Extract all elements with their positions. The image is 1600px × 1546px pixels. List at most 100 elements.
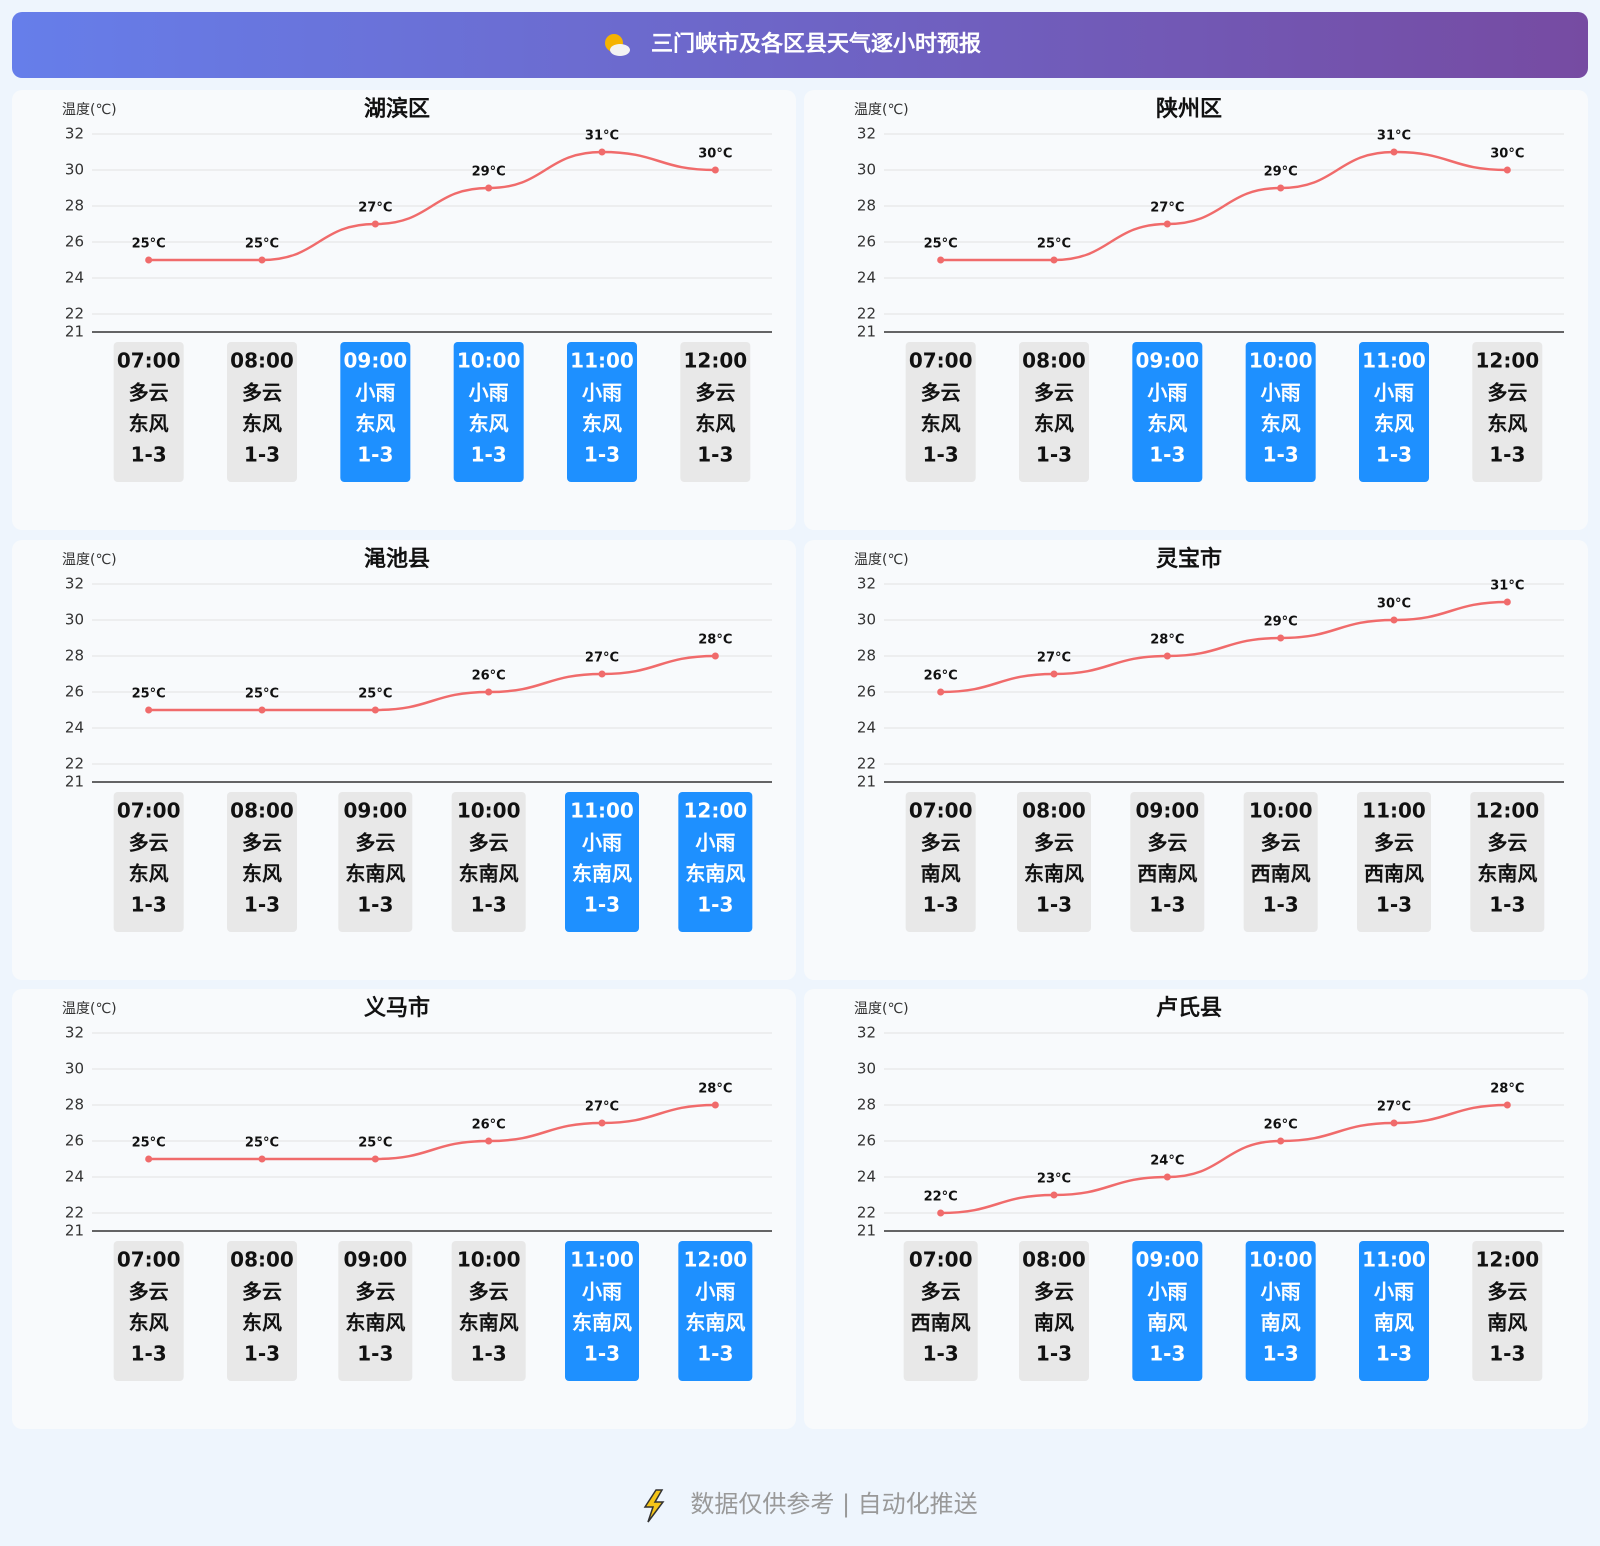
card-wind: 东风 (1487, 412, 1527, 436)
forecast-card (451, 1241, 526, 1381)
data-point (1277, 1137, 1285, 1145)
data-point (1050, 256, 1058, 264)
forecast-card (1245, 342, 1316, 482)
data-point (371, 1155, 379, 1163)
card-time: 07:00 (117, 1248, 181, 1272)
card-wind-level: 1-3 (1263, 1342, 1299, 1366)
card-wind: 东南风 (459, 1311, 519, 1335)
card-wind: 东南风 (1024, 862, 1084, 886)
y-tick-label: 21 (65, 323, 84, 341)
card-wind-level: 1-3 (923, 893, 959, 917)
card-wind: 南风 (1147, 1311, 1187, 1335)
y-tick-label: 24 (857, 269, 876, 287)
data-label: 29°C (472, 165, 506, 180)
card-weather: 多云 (1034, 381, 1074, 405)
forecast-card (678, 1241, 753, 1381)
card-wind-level: 1-3 (1263, 893, 1299, 917)
card-wind: 东风 (242, 412, 282, 436)
y-tick-label: 32 (857, 575, 876, 593)
y-tick-label: 21 (857, 773, 876, 791)
data-label: 25°C (358, 1136, 392, 1151)
card-wind-level: 1-3 (471, 443, 507, 467)
data-label: 25°C (924, 237, 958, 252)
card-weather: 多云 (1261, 831, 1301, 855)
y-tick-label: 32 (65, 125, 84, 143)
card-weather: 多云 (921, 1280, 961, 1304)
card-time: 10:00 (1249, 1248, 1313, 1272)
card-wind-level: 1-3 (131, 1342, 167, 1366)
card-wind-level: 1-3 (1149, 893, 1185, 917)
forecast-card (1132, 342, 1203, 482)
card-weather: 小雨 (695, 1280, 735, 1304)
card-wind-level: 1-3 (244, 443, 280, 467)
data-label: 25°C (132, 237, 166, 252)
card-time: 10:00 (457, 349, 521, 373)
chart-title: 渑池县 (364, 547, 430, 572)
card-wind-level: 1-3 (357, 443, 393, 467)
data-point (1050, 670, 1058, 678)
data-point (598, 148, 606, 156)
forecast-card (338, 792, 413, 932)
y-tick-label: 21 (857, 323, 876, 341)
forecast-card (905, 342, 976, 482)
card-wind: 西南风 (1364, 862, 1424, 886)
data-point (1163, 220, 1171, 228)
card-time: 12:00 (683, 1248, 747, 1272)
card-wind-level: 1-3 (1376, 1342, 1412, 1366)
card-weather: 小雨 (695, 831, 735, 855)
forecast-card (1245, 1241, 1316, 1381)
card-time: 12:00 (1475, 1248, 1539, 1272)
data-point (145, 1155, 153, 1163)
data-point (711, 166, 719, 174)
card-time: 12:00 (1475, 349, 1539, 373)
forecast-card (1019, 342, 1089, 482)
forecast-card (680, 342, 751, 482)
data-label: 25°C (1037, 237, 1071, 252)
card-weather: 小雨 (582, 1280, 622, 1304)
data-point (258, 1155, 266, 1163)
card-time: 12:00 (683, 349, 747, 373)
y-tick-label: 32 (857, 125, 876, 143)
card-weather: 多云 (1487, 831, 1527, 855)
y-tick-label: 22 (857, 1204, 876, 1222)
card-weather: 多云 (469, 831, 509, 855)
data-point (598, 1119, 606, 1127)
data-label: 28°C (698, 633, 732, 648)
card-wind-level: 1-3 (1149, 1342, 1185, 1366)
forecast-card (338, 1241, 413, 1381)
data-point (145, 706, 153, 714)
data-point (1163, 652, 1171, 660)
y-tick-label: 22 (65, 755, 84, 773)
y-axis-label: 温度(℃) (854, 102, 909, 118)
card-wind: 南风 (1374, 1311, 1414, 1335)
forecast-card (1357, 792, 1431, 932)
card-time: 10:00 (457, 1248, 521, 1272)
card-time: 11:00 (1362, 349, 1426, 373)
card-wind-level: 1-3 (697, 443, 733, 467)
card-time: 07:00 (117, 799, 181, 823)
y-tick-label: 28 (857, 1096, 876, 1114)
data-point (711, 652, 719, 660)
data-label: 31°C (585, 129, 619, 144)
forecast-card (227, 1241, 297, 1381)
data-label: 25°C (358, 687, 392, 702)
forecast-card (1019, 1241, 1089, 1381)
card-weather: 小雨 (582, 831, 622, 855)
card-weather: 小雨 (1261, 1280, 1301, 1304)
data-point (1390, 1119, 1398, 1127)
y-tick-label: 24 (857, 719, 876, 737)
data-point (485, 1137, 493, 1145)
forecast-card (565, 792, 639, 932)
card-weather: 多云 (129, 1280, 169, 1304)
temperature-line (148, 1103, 716, 1161)
card-wind-level: 1-3 (357, 1342, 393, 1366)
card-wind-level: 1-3 (923, 443, 959, 467)
data-label: 29°C (1264, 615, 1298, 630)
header-icon (605, 34, 630, 56)
y-axis-label: 温度(℃) (62, 102, 117, 118)
card-time: 09:00 (343, 799, 407, 823)
data-label: 31°C (1490, 579, 1524, 594)
